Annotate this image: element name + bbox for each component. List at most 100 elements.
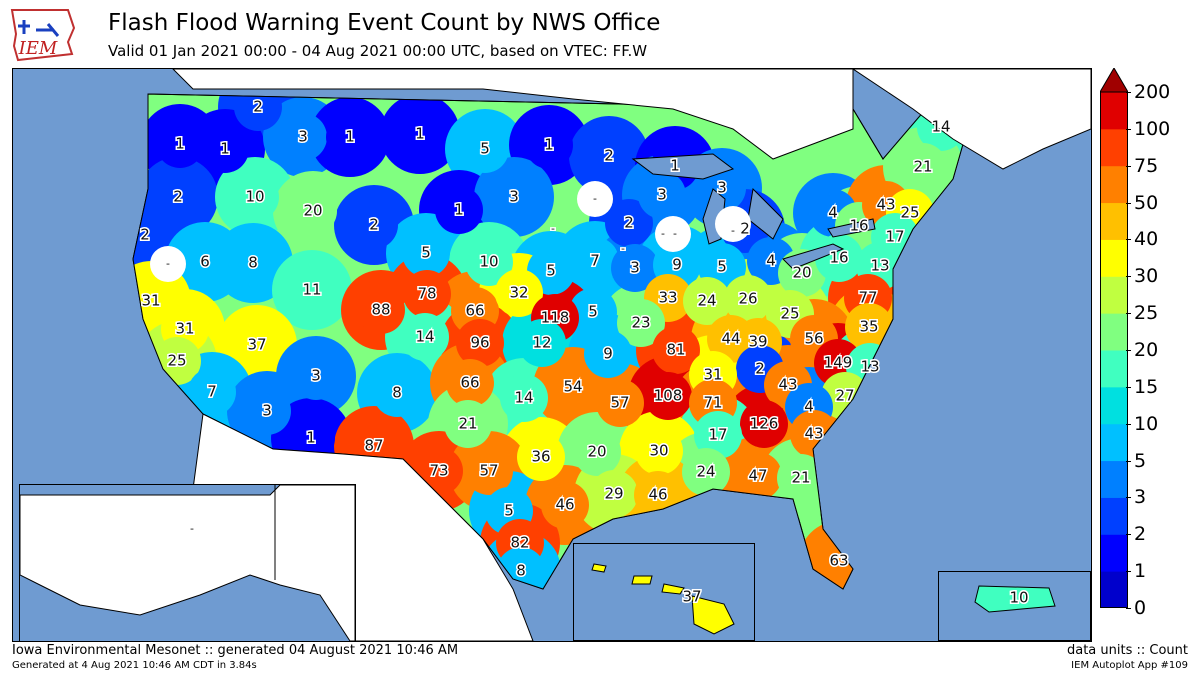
office-count-label: 25 (780, 305, 799, 323)
office-count-label: 2 (173, 188, 183, 206)
office-region-core (541, 481, 589, 529)
office-count-label: 1 (220, 140, 230, 158)
office-count-label: 26 (738, 290, 757, 308)
no-data-mark: - (166, 257, 170, 270)
hawaii-count: 37 (682, 588, 701, 606)
office-count-label: 3 (509, 188, 519, 206)
office-region-core (229, 239, 277, 287)
no-data-mark: - (731, 224, 735, 237)
office-count-label: 14 (931, 118, 950, 136)
office-region-core (490, 173, 538, 221)
office-count-label: 5 (588, 303, 598, 321)
office-region-core (495, 269, 543, 317)
office-count-label: 35 (859, 318, 878, 336)
office-count-label: 6 (200, 253, 210, 271)
office-region-core (279, 113, 327, 161)
colorbar-cell (1100, 350, 1128, 388)
office-region-core (525, 121, 573, 169)
no-data-region (150, 246, 186, 282)
office-region-core (292, 352, 340, 400)
office-region-core (571, 237, 619, 285)
office-region-core (517, 433, 565, 481)
office-count-label: 126 (750, 415, 779, 433)
office-count-label: 9 (672, 256, 682, 274)
colorbar-cell (1100, 202, 1128, 240)
office-count-label: 8 (392, 384, 402, 402)
office-region-core (777, 454, 825, 502)
office-region-core (500, 374, 548, 422)
office-region-core (373, 369, 421, 417)
footer-credit: Iowa Environmental Mesonet :: generated … (12, 643, 459, 658)
office-count-label: 57 (479, 462, 498, 480)
office-count-label: 2 (369, 216, 379, 234)
no-data-region (655, 216, 691, 252)
office-region-core (596, 379, 644, 427)
office-count-label: 8 (516, 562, 526, 580)
office-count-label: 14 (514, 389, 533, 407)
office-region-core (289, 187, 337, 235)
office-count-label: 21 (791, 469, 810, 487)
office-region-core (734, 452, 782, 500)
office-region-core (350, 201, 398, 249)
office-count-label: 5 (546, 262, 556, 280)
office-region-core (617, 299, 665, 347)
colorbar-cell (1100, 423, 1128, 462)
office-count-label: 31 (703, 366, 722, 384)
no-data-mark: - (551, 222, 555, 235)
office-region-core (465, 447, 513, 495)
office-region-core (584, 330, 632, 378)
office-count-label: 71 (703, 394, 722, 412)
office-count-label: 4 (804, 398, 814, 416)
office-count-label: 57 (610, 394, 629, 412)
colorbar-cell (1100, 534, 1128, 572)
office-region-core (243, 387, 291, 435)
office-count-label: 2 (740, 220, 750, 238)
office-count-label: 25 (167, 352, 186, 370)
hawaii-inset: 37 (573, 543, 755, 641)
colorbar-tick-label: 25 (1125, 302, 1159, 325)
office-region-core (694, 411, 742, 459)
office-region-core (573, 428, 621, 476)
office-count-label: 10 (479, 253, 498, 271)
office-region-core (287, 414, 335, 462)
office-count-label: 2 (604, 147, 614, 165)
office-count-label: 24 (697, 292, 716, 310)
office-count-label: 149 (824, 354, 853, 372)
colorbar-cell (1100, 497, 1128, 535)
colorbar-tick-label: 20 (1125, 339, 1159, 361)
office-count-label: 73 (429, 462, 448, 480)
office-region-core (605, 199, 653, 247)
office-count-label: 32 (509, 284, 528, 302)
colorbar-cell (1100, 386, 1128, 425)
office-count-label: 43 (804, 425, 823, 443)
office-count-label: 13 (860, 358, 879, 376)
office-count-label: 5 (717, 258, 727, 276)
conus-map: 2 1 1 3 1 1 5 1 2 1 3 14 2 10 20 2 1 3 2 3 2 4 16 43 25 17 21 2 6 8 5 1… (12, 68, 1092, 642)
office-region-core (644, 372, 692, 420)
office-count-label: 47 (748, 467, 767, 485)
office-region-core (845, 303, 893, 351)
office-region-core (549, 363, 597, 411)
office-region-core (456, 319, 504, 367)
office-count-label: 14 (415, 328, 434, 346)
office-region-core (435, 186, 483, 234)
alaska-svg: - (20, 485, 355, 641)
office-count-label: 30 (649, 442, 668, 460)
colorbar-cell (1100, 165, 1128, 204)
office-region-core (590, 470, 638, 518)
canada-land (172, 69, 854, 160)
colorbar-tick-label: 200 (1125, 81, 1171, 103)
office-count-label: 56 (804, 330, 823, 348)
office-region-core (682, 448, 730, 496)
office-region-core (444, 400, 492, 448)
office-count-label: 17 (885, 228, 904, 246)
colorbar-cell (1100, 571, 1128, 608)
office-region-core (201, 125, 249, 173)
alaska-inset: - (19, 484, 356, 641)
office-region-core (188, 368, 236, 416)
office-region-core (461, 125, 509, 173)
colorbar-tick-label: 10 (1125, 412, 1159, 435)
colorbar-cell (1100, 313, 1128, 351)
